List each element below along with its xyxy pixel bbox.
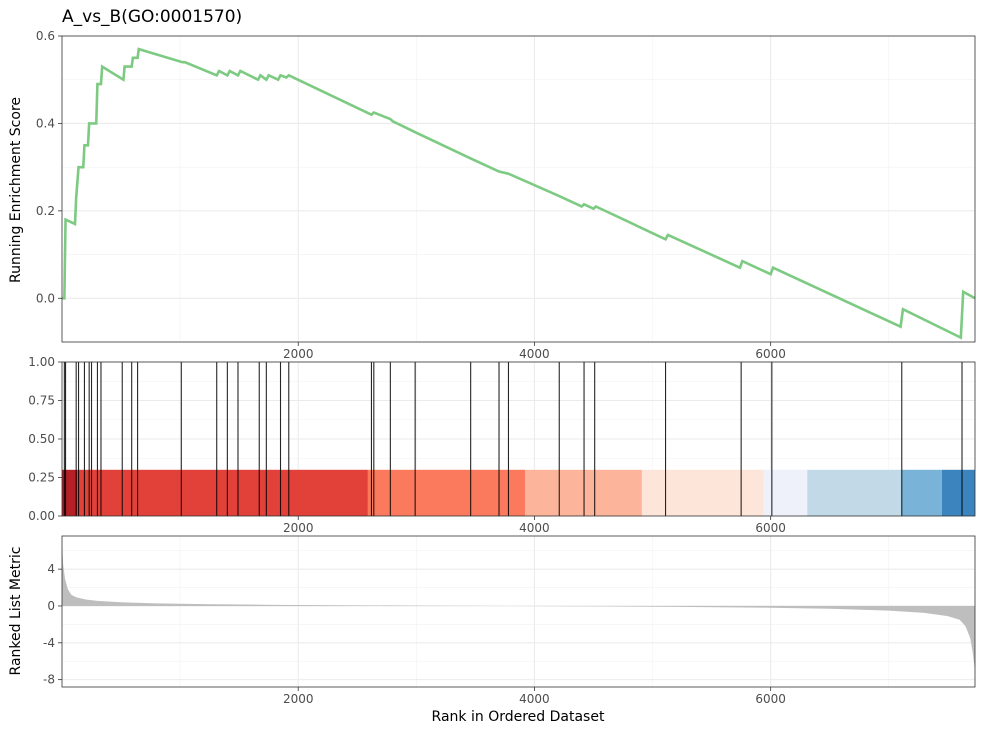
gene-hits-panel: 0.00 0.25 0.50 0.75 1.00 2000 4000 6000 xyxy=(28,355,976,535)
ranked-metric-panel: -8 -4 0 4 2000 4000 6000 xyxy=(43,535,976,706)
x-tick-label: 2000 xyxy=(283,692,314,706)
y-tick-label: 0.0 xyxy=(36,291,55,305)
chart-title: A_vs_B(GO:0001570) xyxy=(62,7,243,27)
running-es-panel: 0.0 0.2 0.4 0.6 2000 4000 6000 xyxy=(36,29,976,361)
color-band xyxy=(807,469,902,516)
color-band xyxy=(763,469,808,516)
color-band xyxy=(367,469,525,516)
y-tick-label: 0.6 xyxy=(36,29,55,43)
y-tick-label: 0.25 xyxy=(28,471,55,485)
y-tick-label: -8 xyxy=(43,673,55,687)
y-axis-label-running-es: Running Enrichment Score xyxy=(8,97,24,283)
y-tick-label: 0.4 xyxy=(36,116,55,130)
y-tick-label: 1.00 xyxy=(28,355,55,369)
x-tick-label: 4000 xyxy=(519,692,550,706)
color-band xyxy=(524,469,642,516)
y-tick-label: 4 xyxy=(47,562,55,576)
color-band xyxy=(901,469,942,516)
x-axis-label: Rank in Ordered Dataset xyxy=(432,709,605,725)
x-tick-label: 2000 xyxy=(283,347,314,361)
x-tick-label: 6000 xyxy=(755,521,786,535)
x-tick-label: 4000 xyxy=(519,521,550,535)
x-tick-label: 4000 xyxy=(519,347,550,361)
x-tick-label: 2000 xyxy=(283,521,314,535)
color-band xyxy=(77,469,368,516)
ranked-metric-area xyxy=(62,543,975,671)
color-band xyxy=(641,469,764,516)
color-band xyxy=(941,469,975,516)
running-es-line xyxy=(62,47,976,340)
y-tick-label: 0.2 xyxy=(36,204,55,218)
y-tick-label: 0 xyxy=(47,599,55,613)
y-tick-label: 0.00 xyxy=(28,509,55,523)
x-tick-label: 6000 xyxy=(755,347,786,361)
x-tick-label: 6000 xyxy=(755,692,786,706)
y-tick-label: -4 xyxy=(43,636,55,650)
y-tick-label: 0.50 xyxy=(28,432,55,446)
y-tick-label: 0.75 xyxy=(28,394,55,408)
y-axis-label-ranked-metric: Ranked List Metric xyxy=(8,547,24,676)
